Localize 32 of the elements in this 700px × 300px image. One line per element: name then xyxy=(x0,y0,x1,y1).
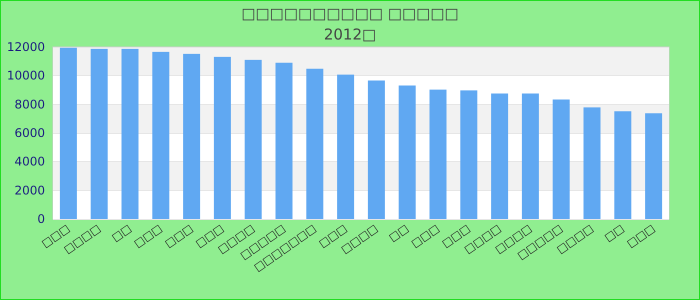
chart-subtitle: 2012□ xyxy=(324,26,376,44)
bar xyxy=(491,93,508,219)
bar xyxy=(183,54,200,219)
y-tick-label: 8000 xyxy=(14,97,45,112)
bar xyxy=(522,93,539,219)
bar xyxy=(244,60,262,219)
bar xyxy=(368,80,385,219)
bar xyxy=(398,86,416,219)
chart-title: □□□□□□□□□□ □□□□□ xyxy=(241,4,459,22)
bar xyxy=(337,74,354,219)
y-tick-label: 2000 xyxy=(14,183,45,198)
y-tick-label: 12000 xyxy=(6,40,45,54)
bar xyxy=(214,56,231,219)
bar xyxy=(122,48,138,219)
bar xyxy=(645,113,662,219)
bar xyxy=(90,48,108,219)
bar xyxy=(152,52,170,219)
bar xyxy=(614,111,632,219)
bar xyxy=(60,48,77,219)
bar xyxy=(552,99,570,219)
x-tick-label: □□ xyxy=(109,222,134,244)
bar xyxy=(306,68,324,219)
x-tick-label: □□ xyxy=(386,222,411,244)
y-tick-label: 10000 xyxy=(6,68,45,83)
bar xyxy=(584,107,600,219)
bar xyxy=(460,90,478,219)
x-tick-label: □□ xyxy=(602,222,627,244)
bar xyxy=(276,62,292,219)
bar xyxy=(430,90,446,219)
y-tick-label: 6000 xyxy=(14,126,45,140)
y-tick-label: 0 xyxy=(37,212,45,226)
y-tick-label: 4000 xyxy=(14,154,45,169)
